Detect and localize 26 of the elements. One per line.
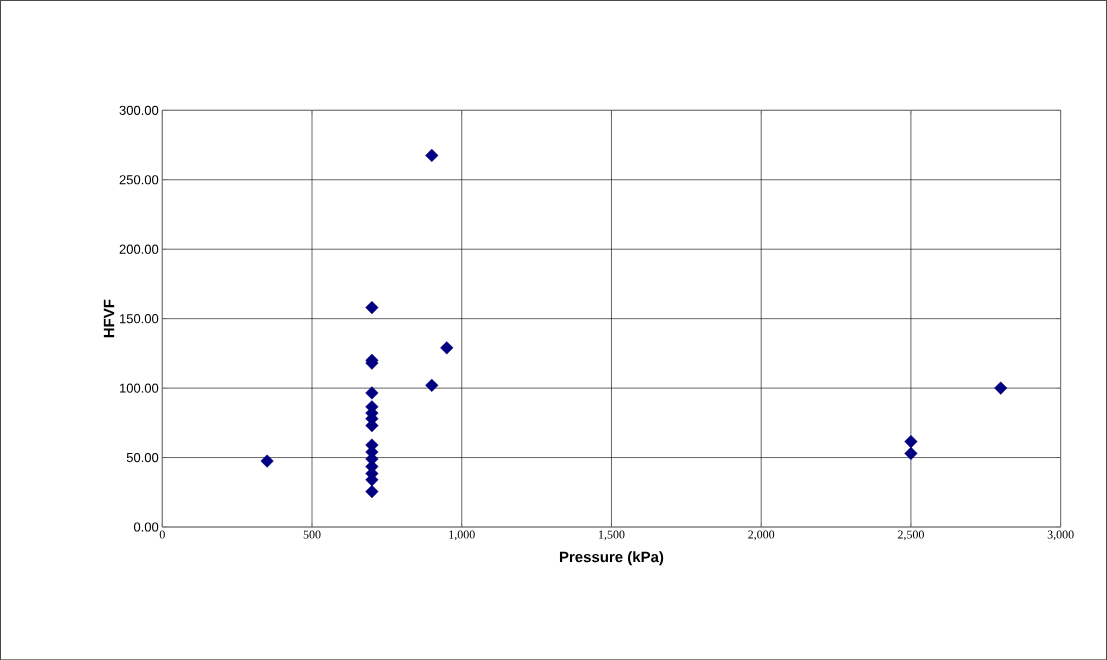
x-tick-label: 0 <box>159 530 165 539</box>
x-axis-title: Pressure (kPa) <box>559 551 664 566</box>
y-tick-label: 50.00 <box>126 452 159 462</box>
y-tick-label: 100.00 <box>120 383 159 393</box>
point <box>365 484 379 498</box>
point <box>365 386 379 400</box>
y-tick-label: 300.00 <box>119 105 159 115</box>
point <box>260 454 274 468</box>
point <box>365 300 379 314</box>
y-axis-title: HFVF <box>103 299 115 338</box>
x-tick-label: 2,000 <box>748 530 775 541</box>
point <box>425 378 439 392</box>
y-tick-label: 250.00 <box>119 175 159 185</box>
x-tick-label: 2,500 <box>897 530 924 541</box>
y-tick-label: 200.00 <box>119 244 159 254</box>
point <box>904 434 918 448</box>
y-tick-label: 0.00 <box>133 522 159 532</box>
x-tick-label: 500 <box>303 530 321 539</box>
y-tick-label: 150.00 <box>120 313 159 324</box>
point <box>904 446 918 460</box>
point <box>425 148 439 162</box>
point <box>994 381 1008 395</box>
x-tick-label: 1,500 <box>599 530 625 541</box>
point <box>440 341 454 355</box>
x-tick-label: 1,000 <box>449 530 475 541</box>
x-tick-label: 3,000 <box>1047 530 1074 541</box>
